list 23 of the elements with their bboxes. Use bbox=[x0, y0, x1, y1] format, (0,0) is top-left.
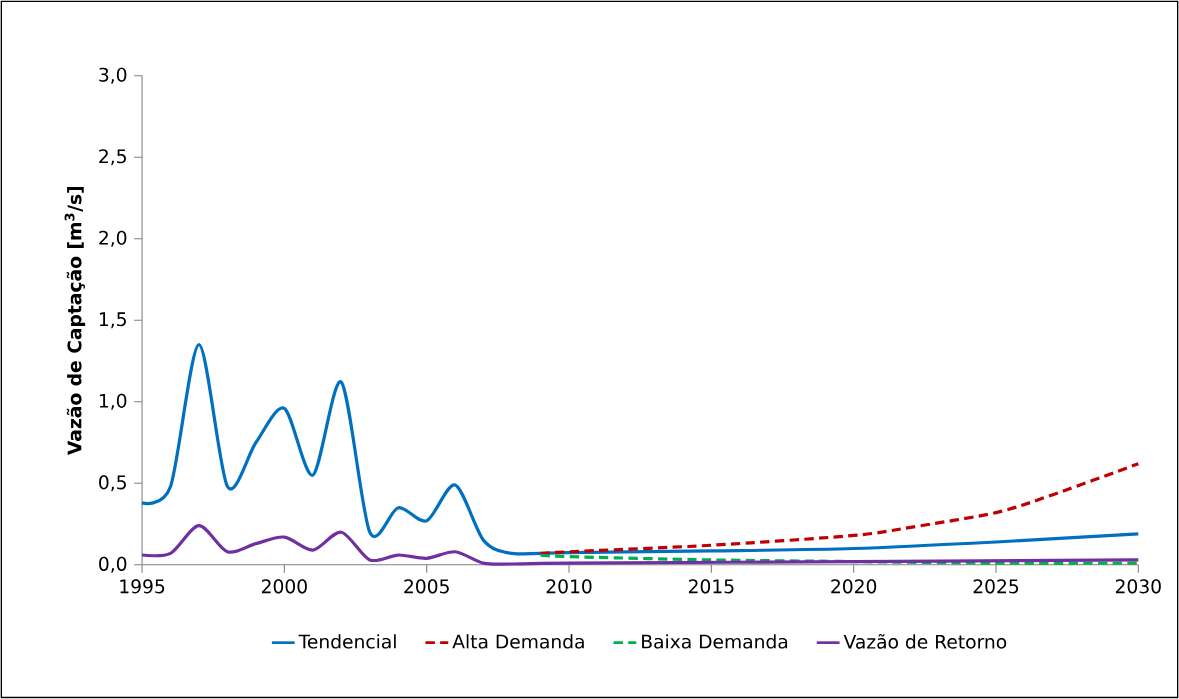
x-tick-label: 2010 bbox=[546, 579, 592, 594]
y-tick-label: 0,5 bbox=[99, 475, 126, 492]
legend-label: Baixa Demanda bbox=[642, 634, 788, 649]
x-tick-label: 2015 bbox=[688, 579, 734, 594]
x-tick-label: 2030 bbox=[1115, 579, 1161, 594]
x-tick-label: 2020 bbox=[831, 579, 877, 594]
x-tick-label: 1995 bbox=[120, 579, 165, 594]
legend-label: Vazão de Retorno bbox=[843, 634, 1007, 649]
legend-label: Alta Demanda bbox=[452, 634, 584, 649]
x-tick-label: 2005 bbox=[404, 579, 449, 594]
y-tick-label: 2,5 bbox=[99, 149, 126, 166]
line-series bbox=[538, 553, 1140, 565]
y-axis-title: Vazão de Captação [m$^{3}$/s] bbox=[64, 187, 86, 456]
y-tick-label: 1,0 bbox=[99, 393, 127, 410]
x-tick-label: 2000 bbox=[261, 579, 307, 594]
y-tick-label: 2,0 bbox=[99, 230, 127, 247]
x-tick-label: 2025 bbox=[973, 579, 1019, 594]
y-tick-label: 3,0 bbox=[99, 67, 127, 84]
y-tick-label: 0,0 bbox=[99, 556, 127, 573]
line-series bbox=[538, 462, 1140, 556]
line-series bbox=[140, 343, 1140, 556]
legend-label: Tendencial bbox=[298, 634, 396, 649]
y-tick-label: 1,5 bbox=[99, 312, 126, 329]
